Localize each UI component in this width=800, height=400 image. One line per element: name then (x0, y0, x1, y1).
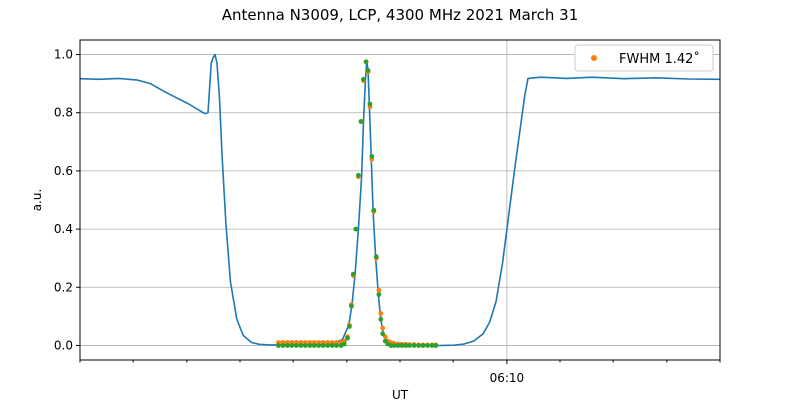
data-point (356, 172, 361, 178)
data-point (361, 76, 366, 82)
data-point (376, 292, 382, 297)
data-point (433, 343, 439, 348)
data-point (371, 207, 377, 213)
axis-ticks: 0.0 0.2 0.4 0.6 0.8 1.0 06:10 (54, 48, 721, 385)
data-point (378, 316, 384, 322)
data-point (395, 343, 401, 348)
data-point (369, 154, 375, 159)
data-point (329, 343, 335, 348)
data-point (316, 343, 322, 348)
data-point (345, 335, 350, 341)
x-axis-label: UT (392, 388, 409, 400)
legend-box (574, 44, 714, 72)
data-point (334, 343, 339, 348)
data-point (280, 343, 286, 348)
data-point (358, 119, 364, 124)
data-point (376, 287, 382, 293)
y-tick-label: 1.0 (54, 48, 73, 62)
data-point (429, 343, 435, 348)
data-point (350, 271, 356, 277)
data-point (425, 343, 430, 348)
data-point (391, 343, 397, 348)
data-point (407, 343, 412, 348)
data-point (399, 343, 405, 348)
data-point (311, 343, 317, 348)
legend: FWHM 1.42˚ (574, 44, 714, 72)
data-point (293, 343, 299, 348)
plot-frame (79, 39, 721, 361)
data-point (320, 343, 326, 348)
data-point (307, 343, 313, 348)
data-point (363, 59, 369, 65)
data-point (378, 311, 384, 316)
data-point (347, 324, 352, 329)
data-point (298, 343, 304, 348)
series-line (79, 53, 721, 347)
data-point (367, 101, 373, 107)
y-tick-label: 0.6 (54, 164, 73, 178)
data-point (289, 343, 295, 348)
y-axis-label: a.u. (30, 189, 44, 212)
data-point (380, 331, 386, 337)
data-point (380, 325, 386, 331)
data-point (353, 226, 359, 232)
y-tick-label: 0.8 (54, 106, 73, 120)
data-point (325, 343, 331, 348)
grid-lines (80, 40, 720, 360)
data-point (349, 303, 354, 309)
data-point (302, 343, 308, 348)
legend-label: FWHM 1.42˚ (619, 51, 700, 67)
x-tick-label: 06:10 (490, 371, 525, 385)
chart-title: Antenna N3009, LCP, 4300 MHz 2021 March … (222, 6, 579, 24)
y-tick-label: 0.2 (54, 280, 73, 294)
series-layer (79, 53, 721, 348)
data-point (276, 343, 281, 348)
y-tick-label: 0.0 (54, 338, 73, 352)
legend-marker (591, 55, 597, 61)
data-point (420, 343, 426, 348)
data-point (416, 343, 421, 348)
data-point (373, 254, 379, 260)
data-point (403, 343, 409, 348)
data-point (411, 343, 417, 348)
data-point (365, 68, 371, 73)
y-tick-label: 0.4 (54, 222, 73, 236)
data-point (341, 341, 347, 347)
data-point (285, 343, 290, 348)
